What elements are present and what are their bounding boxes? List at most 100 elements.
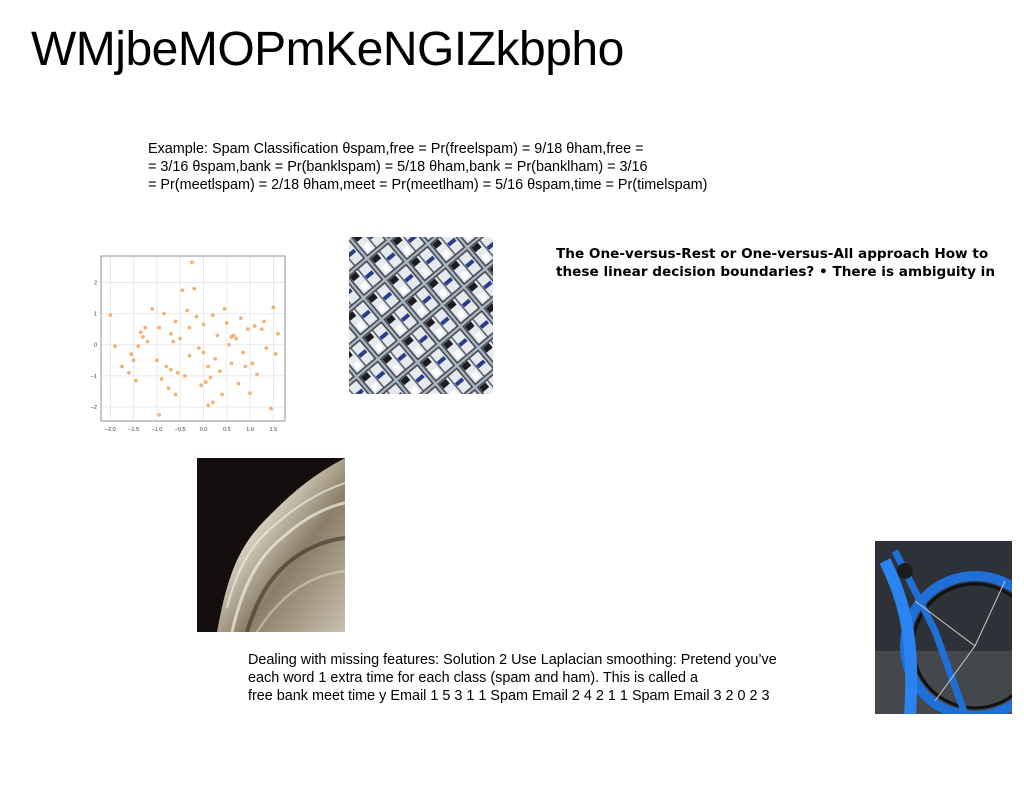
scatter-point [171, 339, 176, 344]
scatter-point [243, 364, 248, 369]
scatter-point [236, 381, 241, 386]
scatter-point [206, 403, 211, 408]
scatter-point [145, 339, 150, 344]
scatter-point [150, 307, 155, 311]
x-tick-label: −1.0 [151, 427, 162, 433]
scatter-point [222, 307, 227, 311]
y-tick-label: 2 [94, 280, 97, 286]
scatter-point [229, 361, 234, 366]
scatter-point [131, 358, 136, 363]
scatter-point [199, 383, 204, 388]
scatter-point [161, 311, 166, 316]
scatter-point [168, 367, 173, 372]
scatter-point [273, 352, 278, 356]
scatter-point [269, 406, 273, 411]
y-tick-label: 1 [94, 312, 97, 318]
y-tick-label: −1 [91, 374, 97, 380]
scatter-point [245, 327, 250, 332]
scatter-point [129, 352, 134, 356]
scatter-point [264, 345, 269, 350]
scatter-point [113, 344, 117, 349]
scatter-point [203, 380, 208, 384]
scatter-point [108, 313, 113, 318]
x-tick-label: 0.0 [200, 427, 208, 433]
scatter-point [241, 350, 245, 355]
scatter-point [229, 335, 234, 339]
scatter-point [173, 319, 178, 324]
scatter-point [127, 370, 131, 375]
scatter-point [189, 260, 194, 265]
text-line: The One-versus-Rest or One-versus-All ap… [556, 246, 989, 262]
scatter-point [182, 373, 187, 378]
scatter-point [168, 331, 173, 336]
x-tick-label: −0.5 [175, 427, 186, 433]
x-tick-label: −1.5 [128, 427, 139, 433]
office-cubicles-image [349, 237, 493, 394]
scatter-point [120, 364, 124, 369]
text-line: Example: Spam Classification θspam,free … [148, 141, 644, 157]
text-line: free bank meet time y Email 1 5 3 1 1 Sp… [248, 688, 770, 704]
x-tick-label: 0.5 [223, 427, 231, 433]
scatter-point [262, 319, 266, 324]
scatter-point [154, 358, 159, 363]
scatter-point [187, 353, 192, 358]
abstract-waves-image [197, 458, 345, 632]
scatter-point [217, 369, 222, 374]
scatter-point [185, 308, 190, 313]
scatter-svg: −2.0 −1.5 −1.0 −0.5 0.0 0.5 1.0 1.5 2 1 0 −1 −2 [91, 255, 286, 433]
scatter-point [166, 386, 171, 391]
scatter-point [159, 377, 164, 381]
scatter-point [164, 364, 169, 369]
scatter-point [206, 364, 211, 369]
missing-features-text: Dealing with missing features: Solution … [248, 651, 777, 705]
text-line: Dealing with missing features: Solution … [248, 652, 777, 668]
scatter-point [220, 392, 225, 397]
plot-frame [100, 255, 286, 422]
text-line: each word 1 extra time for each class (s… [248, 670, 699, 686]
scatter-point [178, 336, 183, 341]
scatter-point [143, 325, 148, 330]
y-tick-label: −2 [91, 405, 97, 411]
scatter-point [194, 314, 199, 319]
scatter-point [180, 288, 185, 293]
scatter-point [173, 392, 178, 397]
scatter-point [187, 325, 192, 330]
spam-classification-text: Example: Spam Classification θspam,free … [148, 140, 707, 194]
scatter-point [157, 325, 162, 330]
scatter-point [201, 350, 206, 355]
scatter-point [276, 331, 280, 336]
x-tick-label: 1.0 [246, 427, 254, 433]
scatter-point [213, 356, 218, 361]
slide-title: WMjbeMOPmKeNGIZkbpho [31, 23, 624, 76]
scatter-point [224, 321, 229, 325]
scatter-point [210, 400, 215, 405]
scatter-point [201, 322, 206, 327]
scatter-point [227, 342, 232, 347]
scatter-point [141, 335, 145, 339]
scatter-point [210, 313, 215, 318]
scatter-point [252, 324, 257, 328]
scatter-point [271, 305, 276, 310]
x-tick-label: 1.5 [270, 427, 278, 433]
scatter-point [234, 336, 238, 341]
text-line: = Pr(meetlspam) = 2/18 θham,meet = Pr(me… [148, 177, 708, 193]
scatter-point [250, 361, 255, 366]
scatter-point [238, 316, 243, 321]
scatter-point [196, 345, 201, 350]
scatter-point [255, 372, 259, 377]
x-tick-label: −2.0 [105, 427, 116, 433]
scatter-point [215, 333, 220, 338]
y-tick-label: 0 [94, 343, 97, 349]
text-line: = 3/16 θspam,bank = Pr(banklspam) = 5/18… [148, 159, 648, 175]
scatter-point [157, 412, 162, 417]
scatter-point [138, 330, 143, 335]
scatter-point [175, 370, 180, 375]
scatter-point [136, 344, 141, 349]
scatter-point [259, 327, 264, 332]
scatter-plot: −2.0 −1.5 −1.0 −0.5 0.0 0.5 1.0 1.5 2 1 0 −1 −2 [90, 250, 290, 435]
scatter-point [192, 286, 197, 291]
blue-bicycle-image [875, 541, 1012, 714]
text-line: these linear decision boundaries? • Ther… [556, 264, 996, 280]
one-vs-rest-text: The One-versus-Rest or One-versus-All ap… [556, 245, 995, 281]
scatter-point [134, 378, 138, 383]
